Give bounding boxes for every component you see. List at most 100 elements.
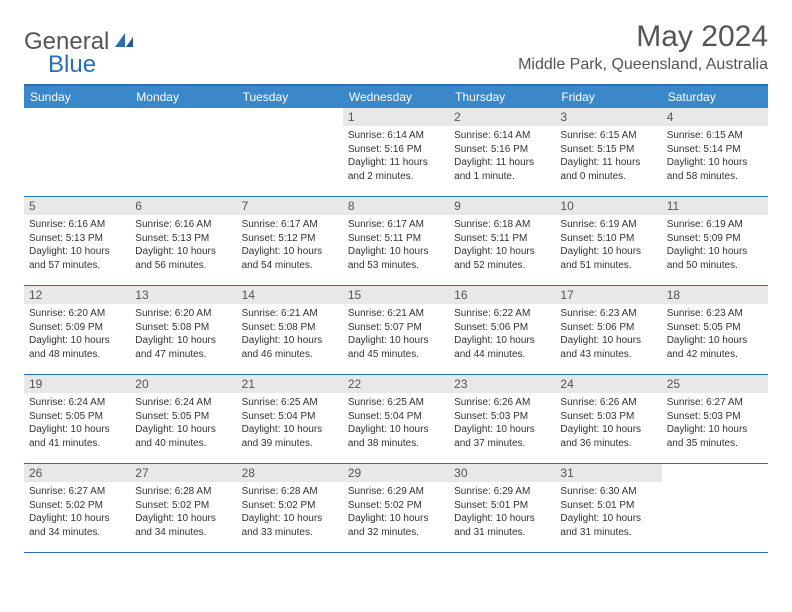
weekday-header: Sunday bbox=[24, 86, 130, 108]
day-number: 14 bbox=[237, 286, 343, 304]
sunrise-line: Sunrise: 6:21 AM bbox=[242, 307, 338, 321]
sunrise-line: Sunrise: 6:26 AM bbox=[454, 396, 550, 410]
sunrise-line: Sunrise: 6:16 AM bbox=[29, 218, 125, 232]
sunset-line: Sunset: 5:15 PM bbox=[560, 143, 656, 157]
sunrise-line: Sunrise: 6:20 AM bbox=[29, 307, 125, 321]
day-number: 4 bbox=[662, 108, 768, 126]
day-cell bbox=[24, 108, 130, 196]
day-number: 1 bbox=[343, 108, 449, 126]
calendar: SundayMondayTuesdayWednesdayThursdayFrid… bbox=[24, 84, 768, 553]
sunset-line: Sunset: 5:07 PM bbox=[348, 321, 444, 335]
daylight-line: Daylight: 10 hours and 31 minutes. bbox=[454, 512, 550, 539]
day-cell: 12Sunrise: 6:20 AMSunset: 5:09 PMDayligh… bbox=[24, 286, 130, 374]
sunrise-line: Sunrise: 6:25 AM bbox=[242, 396, 338, 410]
day-cell: 24Sunrise: 6:26 AMSunset: 5:03 PMDayligh… bbox=[555, 375, 661, 463]
daylight-line: Daylight: 10 hours and 51 minutes. bbox=[560, 245, 656, 272]
day-cell: 18Sunrise: 6:23 AMSunset: 5:05 PMDayligh… bbox=[662, 286, 768, 374]
sunrise-line: Sunrise: 6:17 AM bbox=[242, 218, 338, 232]
weekday-header: Saturday bbox=[662, 86, 768, 108]
day-number: 13 bbox=[130, 286, 236, 304]
day-number: 31 bbox=[555, 464, 661, 482]
daylight-line: Daylight: 10 hours and 44 minutes. bbox=[454, 334, 550, 361]
day-number: 16 bbox=[449, 286, 555, 304]
sunset-line: Sunset: 5:08 PM bbox=[135, 321, 231, 335]
sunset-line: Sunset: 5:06 PM bbox=[454, 321, 550, 335]
sunrise-line: Sunrise: 6:20 AM bbox=[135, 307, 231, 321]
day-cell: 29Sunrise: 6:29 AMSunset: 5:02 PMDayligh… bbox=[343, 464, 449, 552]
daylight-line: Daylight: 10 hours and 50 minutes. bbox=[667, 245, 763, 272]
sunrise-line: Sunrise: 6:24 AM bbox=[135, 396, 231, 410]
daylight-line: Daylight: 10 hours and 46 minutes. bbox=[242, 334, 338, 361]
day-number: 5 bbox=[24, 197, 130, 215]
daylight-line: Daylight: 11 hours and 1 minute. bbox=[454, 156, 550, 183]
daylight-line: Daylight: 10 hours and 48 minutes. bbox=[29, 334, 125, 361]
sunset-line: Sunset: 5:10 PM bbox=[560, 232, 656, 246]
daylight-line: Daylight: 10 hours and 54 minutes. bbox=[242, 245, 338, 272]
sunrise-line: Sunrise: 6:29 AM bbox=[348, 485, 444, 499]
day-number: 27 bbox=[130, 464, 236, 482]
day-cell: 20Sunrise: 6:24 AMSunset: 5:05 PMDayligh… bbox=[130, 375, 236, 463]
sunset-line: Sunset: 5:03 PM bbox=[454, 410, 550, 424]
sunset-line: Sunset: 5:06 PM bbox=[560, 321, 656, 335]
week-row: 5Sunrise: 6:16 AMSunset: 5:13 PMDaylight… bbox=[24, 197, 768, 286]
daylight-line: Daylight: 10 hours and 45 minutes. bbox=[348, 334, 444, 361]
day-number: 11 bbox=[662, 197, 768, 215]
daylight-line: Daylight: 10 hours and 40 minutes. bbox=[135, 423, 231, 450]
day-cell: 30Sunrise: 6:29 AMSunset: 5:01 PMDayligh… bbox=[449, 464, 555, 552]
sunrise-line: Sunrise: 6:30 AM bbox=[560, 485, 656, 499]
sunrise-line: Sunrise: 6:24 AM bbox=[29, 396, 125, 410]
day-cell: 15Sunrise: 6:21 AMSunset: 5:07 PMDayligh… bbox=[343, 286, 449, 374]
sunrise-line: Sunrise: 6:19 AM bbox=[667, 218, 763, 232]
daylight-line: Daylight: 10 hours and 34 minutes. bbox=[135, 512, 231, 539]
day-cell: 11Sunrise: 6:19 AMSunset: 5:09 PMDayligh… bbox=[662, 197, 768, 285]
sunset-line: Sunset: 5:04 PM bbox=[242, 410, 338, 424]
daylight-line: Daylight: 11 hours and 0 minutes. bbox=[560, 156, 656, 183]
day-cell: 9Sunrise: 6:18 AMSunset: 5:11 PMDaylight… bbox=[449, 197, 555, 285]
week-row: 26Sunrise: 6:27 AMSunset: 5:02 PMDayligh… bbox=[24, 464, 768, 553]
daylight-line: Daylight: 10 hours and 47 minutes. bbox=[135, 334, 231, 361]
day-number: 25 bbox=[662, 375, 768, 393]
day-cell: 22Sunrise: 6:25 AMSunset: 5:04 PMDayligh… bbox=[343, 375, 449, 463]
sunrise-line: Sunrise: 6:25 AM bbox=[348, 396, 444, 410]
sail-icon bbox=[113, 31, 135, 54]
sunrise-line: Sunrise: 6:23 AM bbox=[667, 307, 763, 321]
day-cell: 26Sunrise: 6:27 AMSunset: 5:02 PMDayligh… bbox=[24, 464, 130, 552]
sunrise-line: Sunrise: 6:15 AM bbox=[667, 129, 763, 143]
logo: General Blue bbox=[24, 28, 135, 56]
daylight-line: Daylight: 10 hours and 56 minutes. bbox=[135, 245, 231, 272]
sunset-line: Sunset: 5:11 PM bbox=[348, 232, 444, 246]
day-cell: 23Sunrise: 6:26 AMSunset: 5:03 PMDayligh… bbox=[449, 375, 555, 463]
daylight-line: Daylight: 10 hours and 31 minutes. bbox=[560, 512, 656, 539]
sunset-line: Sunset: 5:03 PM bbox=[667, 410, 763, 424]
sunset-line: Sunset: 5:02 PM bbox=[348, 499, 444, 513]
day-cell: 1Sunrise: 6:14 AMSunset: 5:16 PMDaylight… bbox=[343, 108, 449, 196]
day-number: 2 bbox=[449, 108, 555, 126]
day-cell bbox=[237, 108, 343, 196]
sunset-line: Sunset: 5:13 PM bbox=[29, 232, 125, 246]
sunset-line: Sunset: 5:02 PM bbox=[135, 499, 231, 513]
daylight-line: Daylight: 10 hours and 57 minutes. bbox=[29, 245, 125, 272]
day-cell: 4Sunrise: 6:15 AMSunset: 5:14 PMDaylight… bbox=[662, 108, 768, 196]
sunrise-line: Sunrise: 6:28 AM bbox=[242, 485, 338, 499]
daylight-line: Daylight: 10 hours and 41 minutes. bbox=[29, 423, 125, 450]
day-number: 22 bbox=[343, 375, 449, 393]
day-number: 19 bbox=[24, 375, 130, 393]
day-number: 30 bbox=[449, 464, 555, 482]
weekday-header: Tuesday bbox=[237, 86, 343, 108]
day-number: 12 bbox=[24, 286, 130, 304]
day-number: 8 bbox=[343, 197, 449, 215]
daylight-line: Daylight: 10 hours and 38 minutes. bbox=[348, 423, 444, 450]
day-cell: 17Sunrise: 6:23 AMSunset: 5:06 PMDayligh… bbox=[555, 286, 661, 374]
sunset-line: Sunset: 5:03 PM bbox=[560, 410, 656, 424]
sunrise-line: Sunrise: 6:15 AM bbox=[560, 129, 656, 143]
daylight-line: Daylight: 10 hours and 39 minutes. bbox=[242, 423, 338, 450]
day-cell: 25Sunrise: 6:27 AMSunset: 5:03 PMDayligh… bbox=[662, 375, 768, 463]
day-number: 23 bbox=[449, 375, 555, 393]
daylight-line: Daylight: 10 hours and 52 minutes. bbox=[454, 245, 550, 272]
day-number: 15 bbox=[343, 286, 449, 304]
sunrise-line: Sunrise: 6:22 AM bbox=[454, 307, 550, 321]
day-cell: 8Sunrise: 6:17 AMSunset: 5:11 PMDaylight… bbox=[343, 197, 449, 285]
sunset-line: Sunset: 5:16 PM bbox=[348, 143, 444, 157]
daylight-line: Daylight: 11 hours and 2 minutes. bbox=[348, 156, 444, 183]
day-number: 20 bbox=[130, 375, 236, 393]
